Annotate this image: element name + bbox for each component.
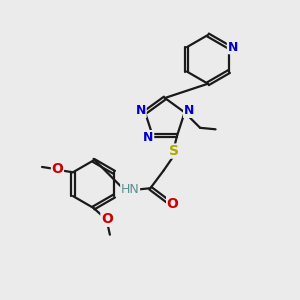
- Text: HN: HN: [121, 183, 140, 196]
- Text: N: N: [227, 41, 238, 54]
- Text: O: O: [167, 197, 178, 211]
- Text: N: N: [136, 104, 146, 117]
- Text: N: N: [184, 104, 194, 117]
- Text: N: N: [143, 130, 154, 144]
- Text: O: O: [52, 162, 63, 176]
- Text: O: O: [101, 212, 113, 226]
- Text: S: S: [169, 144, 179, 158]
